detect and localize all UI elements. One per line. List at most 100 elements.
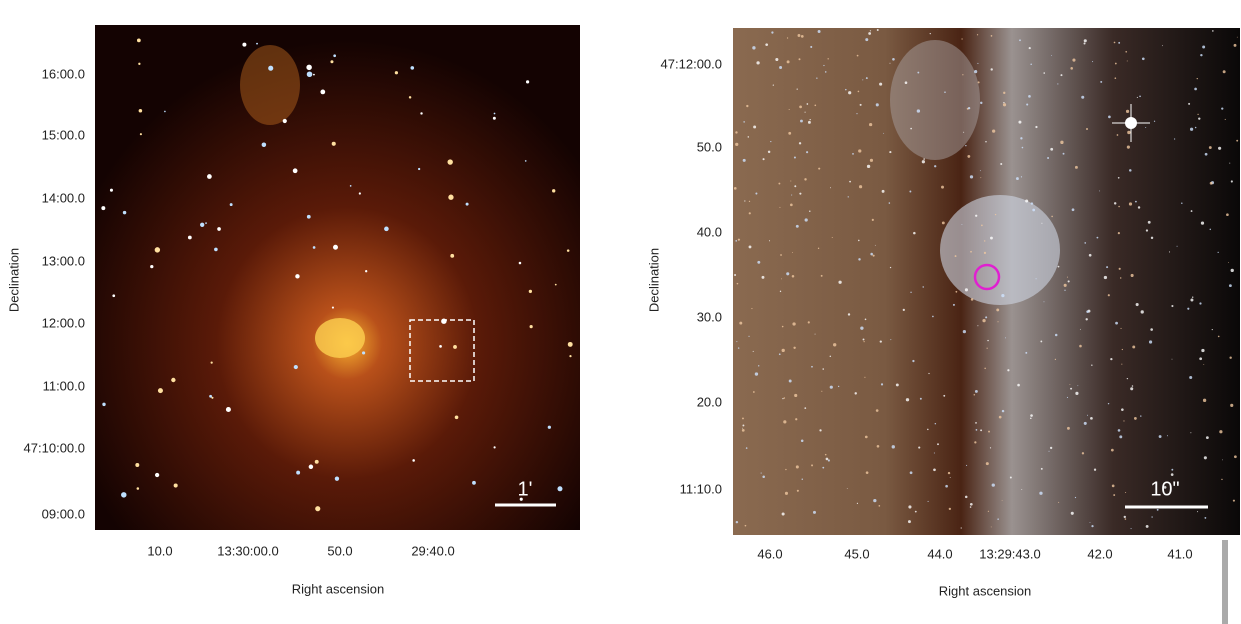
- star: [1201, 348, 1205, 353]
- star: [1081, 95, 1085, 99]
- star: [933, 452, 935, 454]
- star: [963, 131, 965, 133]
- star: [794, 393, 798, 398]
- star: [781, 325, 784, 328]
- star: [857, 90, 860, 93]
- star: [1040, 467, 1043, 470]
- y-tick-label: 16:00.0: [42, 66, 85, 81]
- star: [800, 439, 804, 443]
- star: [909, 190, 912, 193]
- star: [1093, 468, 1097, 471]
- star: [1115, 321, 1118, 325]
- star: [1199, 302, 1202, 305]
- star: [969, 502, 973, 506]
- star: [1019, 39, 1021, 42]
- star: [831, 237, 833, 239]
- star: [1117, 176, 1120, 179]
- star: [1190, 432, 1192, 434]
- star: [1086, 128, 1089, 131]
- star: [1049, 446, 1053, 450]
- star: [800, 119, 803, 123]
- star: [1127, 130, 1131, 135]
- star: [1074, 496, 1077, 499]
- star: [757, 260, 761, 264]
- star: [1121, 363, 1123, 365]
- star: [858, 258, 861, 261]
- star: [1070, 67, 1073, 70]
- star: [524, 160, 527, 162]
- star: [362, 351, 366, 355]
- star: [820, 274, 823, 277]
- star: [101, 206, 106, 211]
- star: [472, 480, 476, 485]
- star: [918, 446, 921, 449]
- star: [1222, 459, 1224, 461]
- star: [967, 106, 971, 110]
- star: [1067, 280, 1070, 283]
- star: [1099, 190, 1101, 192]
- star: [984, 367, 986, 370]
- star: [816, 77, 818, 79]
- star: [798, 58, 801, 61]
- star: [1100, 80, 1103, 83]
- star: [979, 170, 981, 172]
- star: [824, 71, 827, 73]
- star: [1035, 278, 1037, 280]
- star: [799, 105, 802, 109]
- star: [962, 74, 964, 76]
- star: [792, 322, 796, 326]
- star: [1118, 267, 1121, 270]
- star: [964, 495, 968, 499]
- star: [913, 231, 916, 235]
- star: [1187, 307, 1190, 310]
- star: [1202, 398, 1207, 402]
- star: [960, 527, 962, 529]
- star: [1096, 236, 1099, 239]
- star: [333, 54, 337, 58]
- star: [1113, 41, 1116, 44]
- y-tick-label: 50.0: [697, 139, 722, 154]
- star: [1070, 387, 1073, 390]
- star: [1197, 113, 1199, 116]
- star: [733, 187, 737, 190]
- star: [109, 188, 113, 192]
- star: [1125, 491, 1127, 493]
- star: [1204, 517, 1207, 519]
- star: [790, 180, 792, 182]
- star: [229, 203, 233, 207]
- star: [1233, 43, 1237, 47]
- star: [1135, 302, 1139, 307]
- star: [1120, 327, 1122, 329]
- star: [786, 60, 790, 64]
- star: [313, 73, 315, 76]
- star: [1063, 283, 1067, 287]
- star: [1130, 273, 1134, 277]
- star: [869, 30, 872, 32]
- star: [990, 526, 992, 528]
- star: [1133, 417, 1137, 420]
- star: [1084, 242, 1087, 244]
- star: [1150, 328, 1153, 331]
- star: [1224, 118, 1226, 120]
- star: [519, 497, 523, 501]
- star: [817, 247, 820, 250]
- star: [1150, 236, 1154, 240]
- star: [796, 489, 799, 492]
- y-axis-label: Declination: [646, 248, 661, 312]
- star: [1001, 294, 1005, 298]
- star: [795, 418, 798, 421]
- star: [736, 341, 738, 343]
- star: [1139, 95, 1141, 98]
- star: [1226, 213, 1229, 217]
- star: [804, 407, 807, 409]
- star: [916, 109, 921, 113]
- star: [1229, 356, 1232, 359]
- star: [408, 96, 412, 99]
- star: [744, 200, 746, 202]
- star: [783, 420, 787, 424]
- star: [102, 402, 106, 407]
- star: [985, 462, 989, 466]
- star: [1072, 58, 1076, 62]
- star: [748, 245, 752, 249]
